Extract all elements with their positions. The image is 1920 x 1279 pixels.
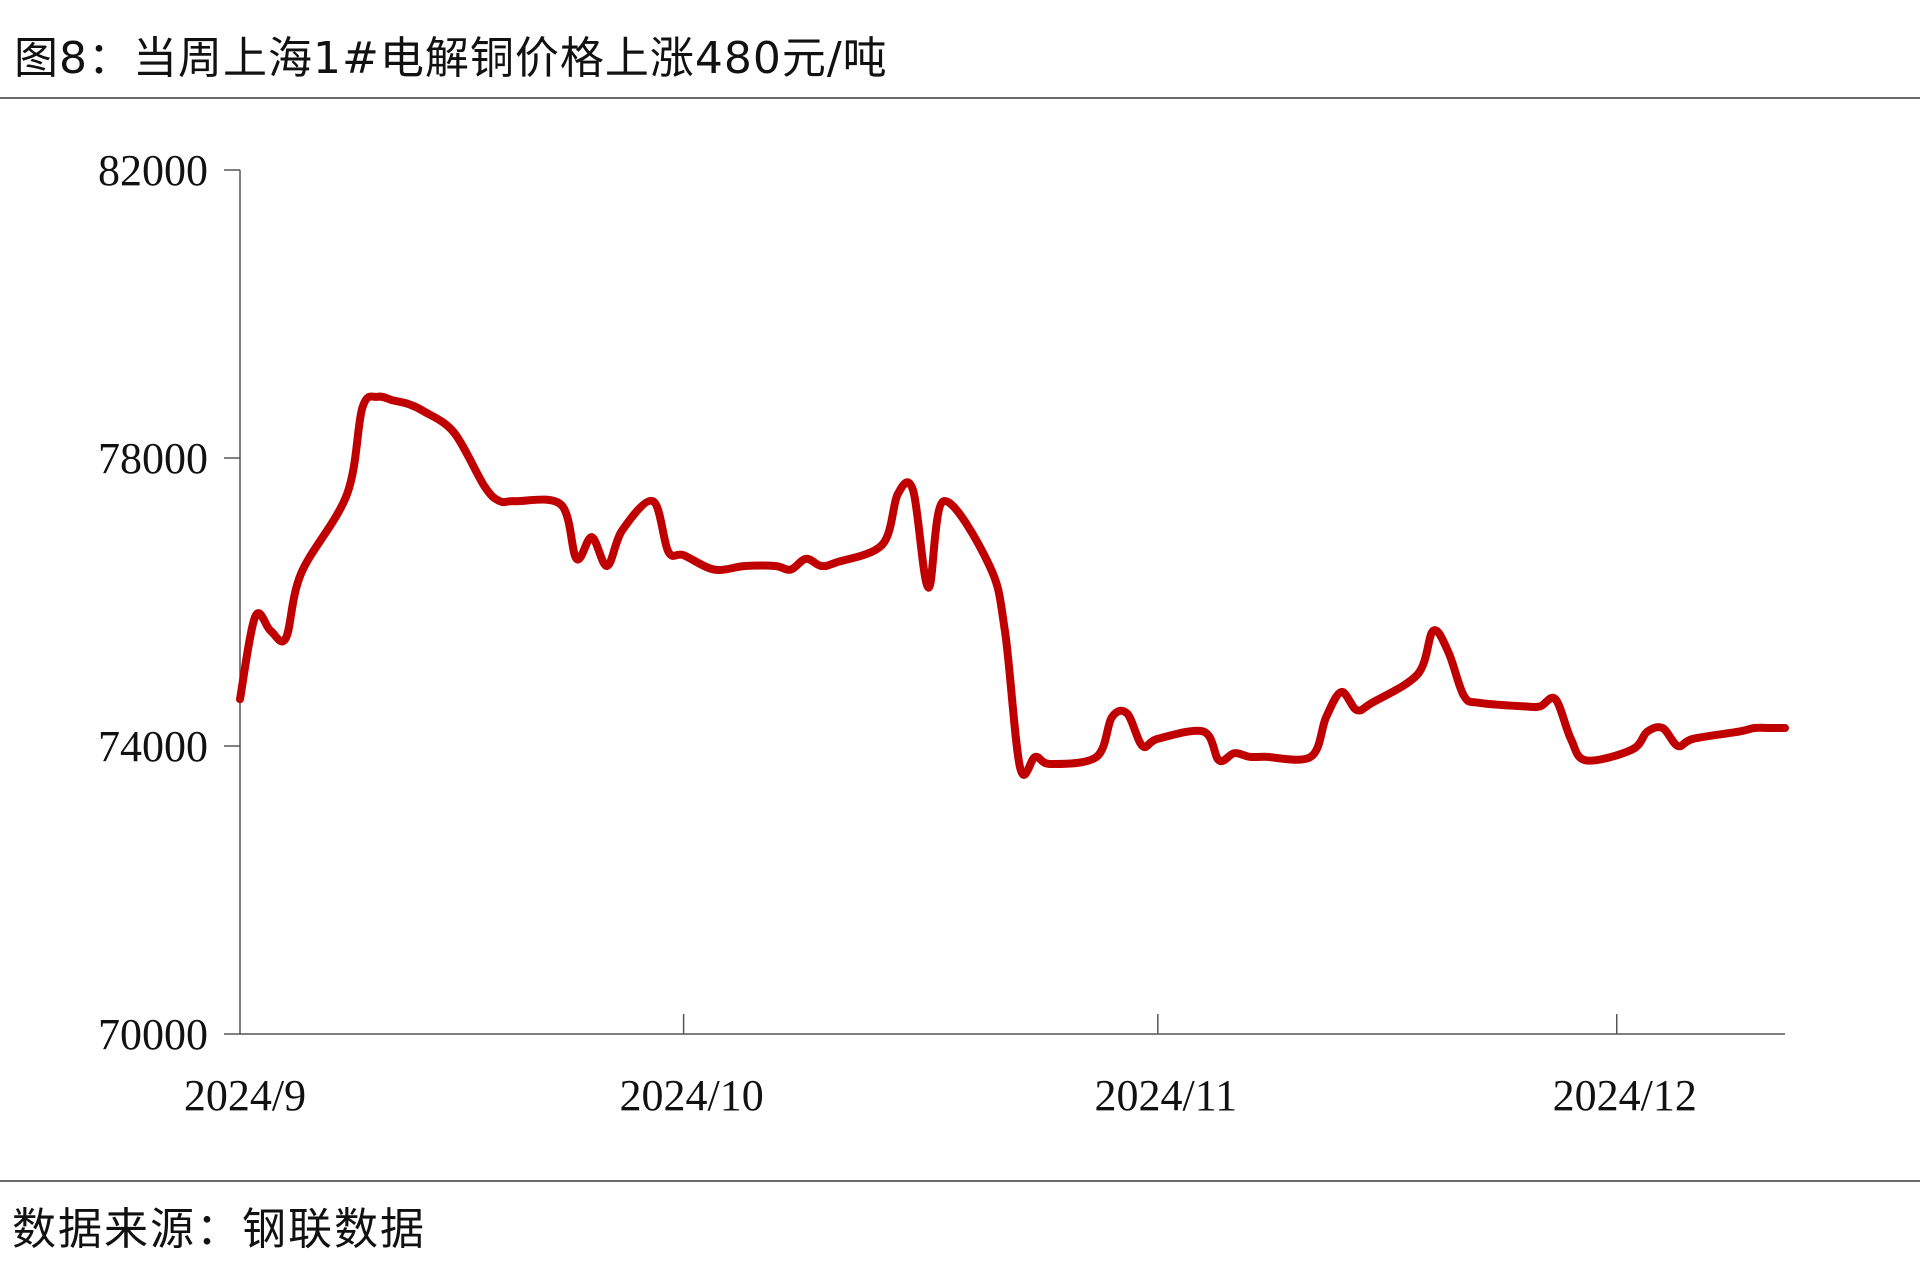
price-series-line — [236, 392, 1789, 779]
data-source-note: 数据来源：钢联数据 — [12, 1204, 426, 1255]
x-tick-label: 2024/10 — [619, 1071, 763, 1120]
x-ticks: 2024/9 2024/10 2024/11 2024/12 — [184, 1014, 1697, 1120]
bottom-divider — [0, 1180, 1920, 1182]
y-tick-label: 82000 — [98, 146, 208, 195]
top-divider — [0, 97, 1920, 99]
x-tick-label: 2024/11 — [1095, 1071, 1238, 1120]
y-ticks: 70000 74000 78000 82000 — [98, 146, 240, 1059]
y-tick-label: 78000 — [98, 434, 208, 483]
line-chart: 70000 74000 78000 82000 2024/9 2024/10 2024/1… — [98, 146, 1789, 1120]
x-tick-label: 2024/12 — [1553, 1071, 1697, 1120]
figure-title: 图8：当周上海1#电解铜价格上涨480元/吨 — [14, 33, 888, 84]
y-tick-label: 74000 — [98, 722, 208, 771]
y-tick-label: 70000 — [98, 1010, 208, 1059]
x-tick-label: 2024/9 — [184, 1071, 306, 1120]
